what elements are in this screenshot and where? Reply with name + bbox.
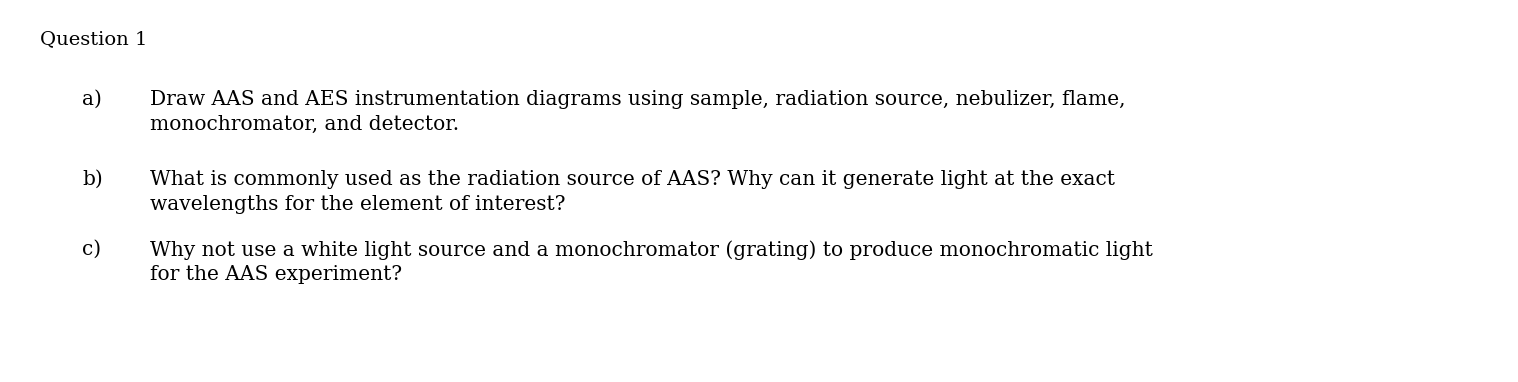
Text: wavelengths for the element of interest?: wavelengths for the element of interest?: [150, 195, 566, 214]
Text: a): a): [82, 90, 102, 109]
Text: b): b): [82, 170, 103, 189]
Text: What is commonly used as the radiation source of AAS? Why can it generate light : What is commonly used as the radiation s…: [150, 170, 1116, 189]
Text: Question 1: Question 1: [39, 30, 147, 48]
Text: Why not use a white light source and a monochromator (grating) to produce monoch: Why not use a white light source and a m…: [150, 240, 1152, 260]
Text: Draw AAS and AES instrumentation diagrams using sample, radiation source, nebuli: Draw AAS and AES instrumentation diagram…: [150, 90, 1125, 109]
Text: monochromator, and detector.: monochromator, and detector.: [150, 115, 458, 134]
Text: c): c): [82, 240, 102, 259]
Text: for the AAS experiment?: for the AAS experiment?: [150, 265, 402, 284]
